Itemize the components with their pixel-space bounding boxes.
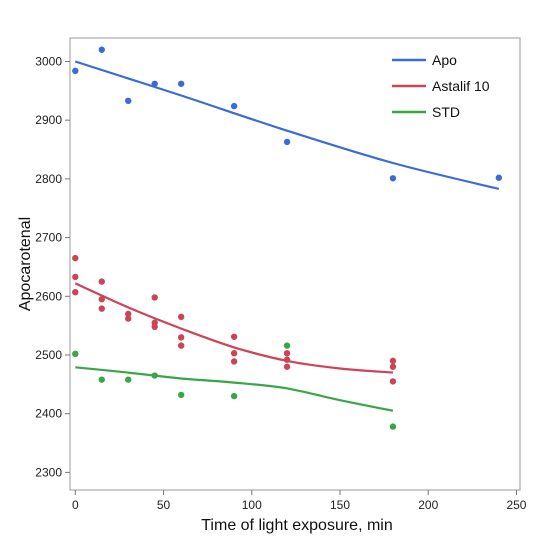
data-point	[151, 80, 158, 87]
data-point	[72, 288, 79, 296]
data-point	[72, 254, 79, 262]
data-point	[389, 357, 397, 365]
data-point	[177, 313, 185, 321]
fit-line-0	[74, 60, 500, 190]
data-point	[230, 350, 238, 357]
legend-label: STD	[432, 104, 460, 120]
data-point	[98, 46, 105, 53]
data-point	[177, 342, 185, 349]
data-point	[177, 391, 185, 399]
data-point	[72, 350, 79, 358]
y-tick-label: 2700	[35, 231, 62, 245]
x-axis-label: Time of light exposure, min	[201, 517, 392, 534]
data-point	[177, 80, 185, 87]
data-point	[72, 67, 79, 75]
data-points	[72, 46, 503, 430]
data-point	[389, 423, 397, 430]
data-point	[230, 333, 238, 340]
fit-line-2	[75, 366, 394, 412]
data-point	[495, 174, 503, 181]
data-point	[125, 97, 132, 105]
data-point	[98, 305, 105, 312]
y-tick-label: 2800	[35, 172, 62, 186]
data-point	[98, 376, 105, 383]
x-tick-label: 150	[330, 498, 350, 512]
data-point	[72, 273, 79, 281]
plot-frame	[69, 37, 521, 491]
x-tick-label: 250	[506, 498, 526, 512]
legend: Apo Astalif 10 STD	[392, 52, 490, 120]
data-point	[389, 363, 397, 370]
y-tick-label: 2300	[35, 465, 62, 479]
data-point	[230, 358, 238, 365]
data-point	[151, 294, 158, 301]
y-tick-label: 2500	[35, 348, 62, 362]
fit-lines	[74, 60, 500, 412]
data-point	[230, 102, 238, 110]
legend-label: Apo	[432, 52, 457, 68]
data-point	[230, 392, 238, 400]
data-point	[283, 138, 291, 146]
x-tick-label: 50	[157, 498, 171, 512]
data-point	[389, 175, 397, 182]
y-tick-label: 2600	[35, 289, 62, 303]
data-point	[98, 296, 105, 303]
data-point	[98, 278, 105, 285]
y-axis-ticks: 2300 2400 2500 2600 2700 2800 2900 3000	[35, 54, 70, 479]
x-tick-label: 200	[418, 498, 438, 512]
data-point	[283, 342, 291, 349]
legend-label: Astalif 10	[432, 78, 490, 94]
x-tick-label: 0	[72, 498, 79, 512]
data-point	[283, 363, 291, 370]
x-tick-label: 100	[242, 498, 262, 512]
data-point	[151, 323, 158, 331]
data-point	[125, 376, 132, 383]
y-tick-label: 3000	[35, 54, 62, 68]
data-point	[389, 378, 397, 385]
data-point	[283, 356, 291, 363]
y-axis-label: Apocarotenal	[17, 217, 34, 311]
data-point	[125, 315, 132, 322]
x-axis-ticks: 0 50 100 150 200 250	[72, 490, 527, 512]
fit-line-1	[74, 282, 393, 374]
y-tick-label: 2900	[35, 113, 62, 127]
data-point	[125, 310, 132, 318]
data-point	[177, 334, 185, 341]
data-point	[151, 372, 158, 379]
data-point	[283, 350, 291, 357]
y-tick-label: 2400	[35, 407, 62, 421]
